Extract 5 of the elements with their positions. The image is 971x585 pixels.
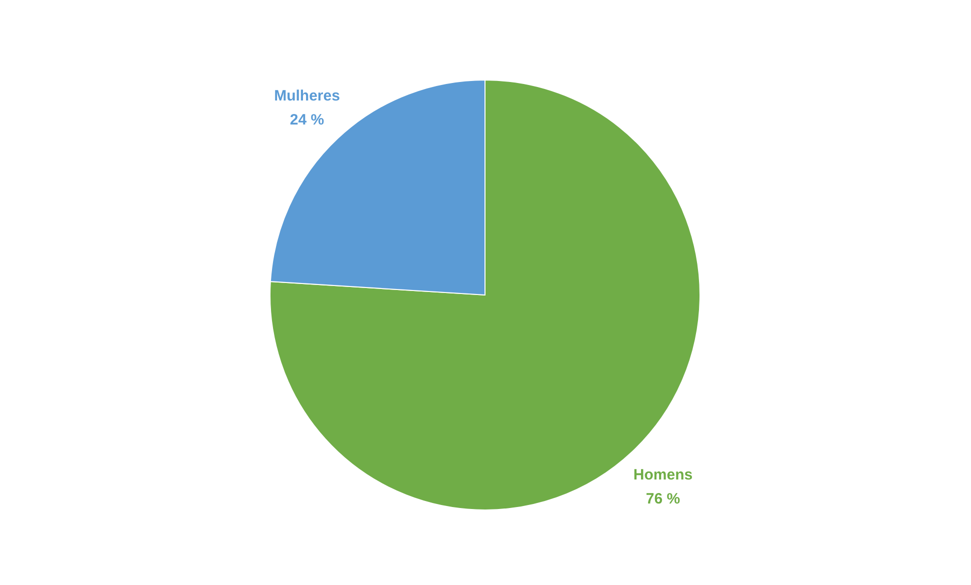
slice-label: Mulheres [274,87,340,104]
data-label: 76 % [646,490,680,508]
slice-label: Homens [633,466,693,484]
data-label: 24 % [290,111,324,128]
pie-slice [270,80,700,510]
